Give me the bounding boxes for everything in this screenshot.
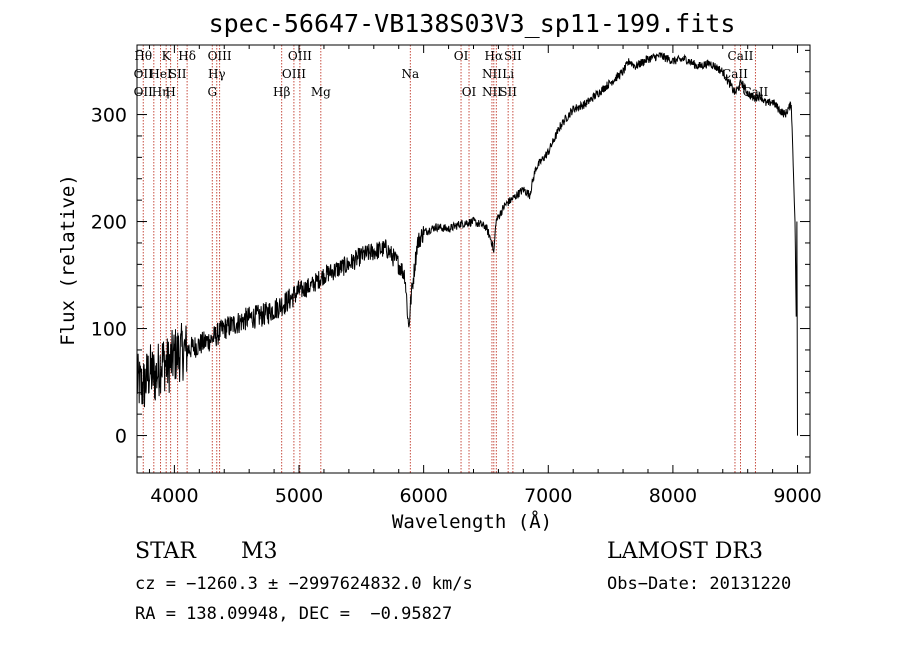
x-axis-label: Wavelength (Å)	[392, 510, 552, 533]
line-label: NII	[482, 67, 502, 81]
x-tick-label: 4000	[150, 485, 198, 507]
line-label: Hβ	[273, 85, 290, 99]
line-label: Hθ	[134, 49, 152, 63]
y-tick-label: 300	[91, 105, 127, 127]
line-label: H	[165, 85, 175, 99]
line-label: CaII	[722, 67, 748, 81]
line-label: SII	[499, 85, 517, 99]
object-type: STAR	[135, 539, 196, 564]
observation-date: Obs−Date: 20131220	[607, 574, 792, 594]
line-label: OIII	[208, 49, 232, 63]
line-label: SII	[504, 49, 522, 63]
line-label: HeI	[149, 67, 172, 81]
line-label: OI	[462, 85, 477, 99]
line-label: OI	[454, 49, 469, 63]
line-label: G	[207, 85, 217, 99]
line-label: Li	[502, 67, 514, 81]
line-label: OII	[134, 85, 154, 99]
x-tick-label: 6000	[399, 485, 447, 507]
line-label: OIII	[288, 49, 312, 63]
line-label: Hδ	[178, 49, 196, 63]
redshift-line: cz = −1260.3 ± −2997624832.0 km/s	[135, 574, 473, 594]
coordinates-line: RA = 138.09948, DEC = −0.95827	[135, 604, 453, 624]
line-label: SII	[169, 67, 187, 81]
x-tick-label: 8000	[649, 485, 697, 507]
line-label: OII	[134, 67, 154, 81]
y-axis-ticks: 0 100 200 300	[91, 49, 810, 458]
line-label: K	[162, 49, 172, 63]
y-tick-label: 200	[91, 212, 127, 234]
y-axis-label: Flux (relative)	[57, 174, 79, 346]
line-label: Na	[401, 67, 419, 81]
line-label: Hη	[152, 85, 170, 99]
spectral-line-labels: HθOIIOIIHeIHηKHSIIHδGHγOIIIHβOIIIOIIIMgN…	[134, 49, 769, 99]
survey-name: LAMOST DR3	[607, 539, 763, 564]
chart-title: spec-56647-VB138S03V3_sp11-199.fits	[209, 9, 736, 38]
y-tick-label: 100	[91, 319, 127, 341]
y-tick-label: 0	[115, 426, 127, 448]
line-label: Mg	[311, 85, 331, 99]
line-label: CaII	[728, 49, 754, 63]
line-label: Hγ	[208, 67, 226, 81]
spectral-line-markers	[142, 45, 756, 473]
x-axis-ticks: 4000 5000 6000 7000 8000 9000	[148, 45, 822, 507]
spectrum-series-line	[136, 52, 798, 436]
x-tick-label: 5000	[275, 485, 323, 507]
object-subclass: M3	[241, 539, 278, 564]
line-label: OIII	[282, 67, 306, 81]
line-label: Hα	[485, 49, 504, 63]
plot-frame	[136, 44, 811, 474]
x-tick-label: 9000	[773, 485, 821, 507]
x-tick-label: 7000	[524, 485, 572, 507]
line-label: NII	[482, 85, 502, 99]
